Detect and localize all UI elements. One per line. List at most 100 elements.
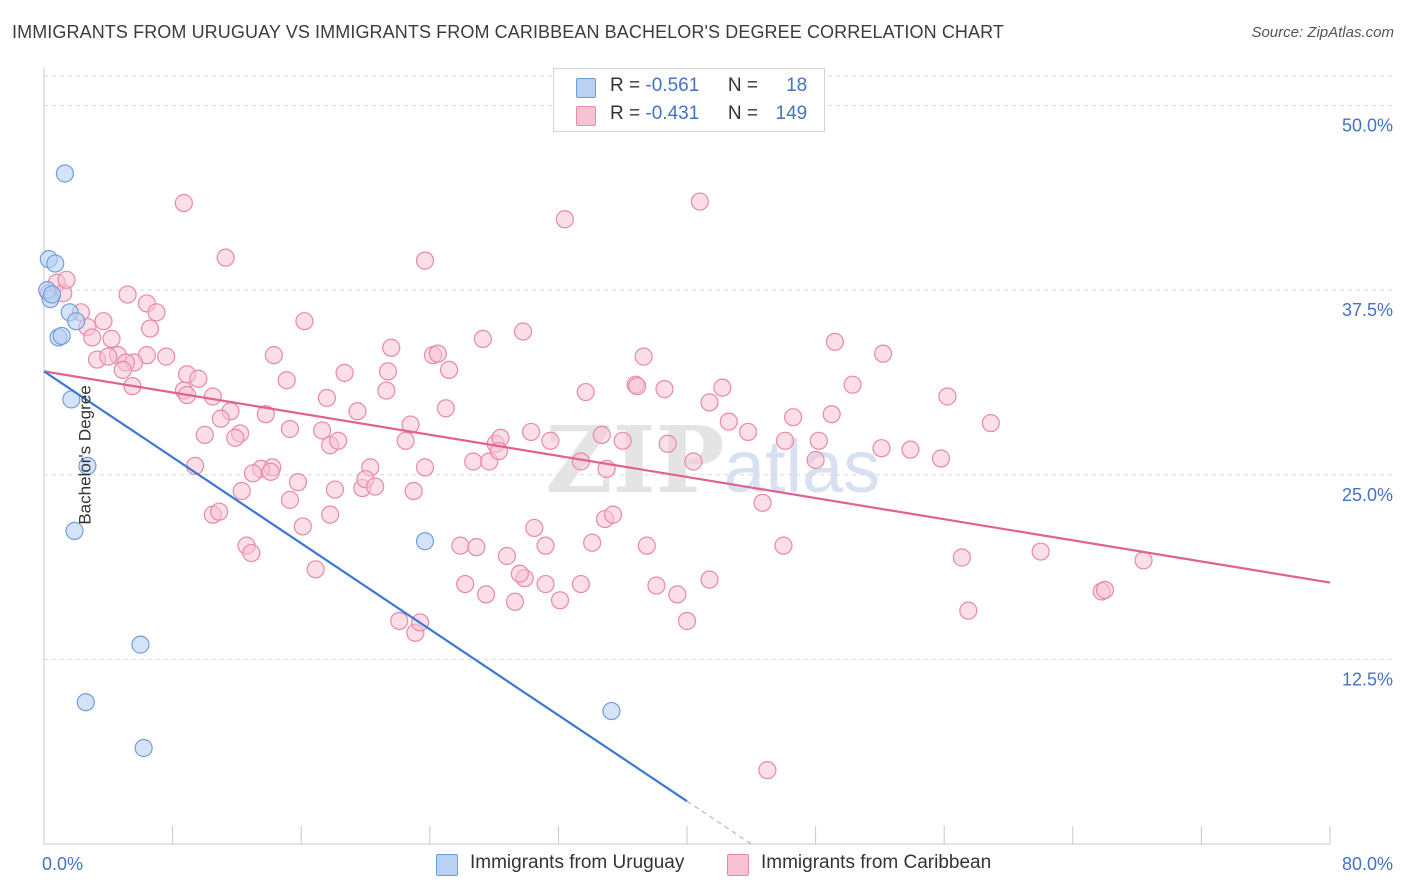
caribbean-points <box>39 192 1153 780</box>
trend-lines <box>43 370 1331 845</box>
caribbean-point <box>505 592 525 611</box>
caribbean-point <box>243 464 263 483</box>
caribbean-point <box>216 248 235 267</box>
caribbean-point <box>147 303 166 322</box>
caribbean-point <box>451 536 470 555</box>
caribbean-point <box>738 422 758 442</box>
uruguay-trend-extension <box>686 800 752 845</box>
caribbean-point <box>809 431 828 450</box>
caribbean-point <box>775 431 795 450</box>
x-tick-label: 80.0% <box>1342 854 1393 874</box>
caribbean-point <box>312 421 332 440</box>
caribbean-point <box>280 419 300 439</box>
uruguay-point <box>131 635 150 654</box>
caribbean-point <box>174 193 193 213</box>
caribbean-point <box>825 332 844 351</box>
uruguay-swatch <box>576 78 596 98</box>
caribbean-point <box>401 415 420 434</box>
caribbean-point <box>210 502 229 521</box>
caribbean-point <box>576 382 595 402</box>
caribbean-point <box>348 402 367 421</box>
caribbean-point <box>658 434 677 453</box>
caribbean-point <box>378 362 398 381</box>
caribbean-point <box>753 493 772 512</box>
caribbean-point <box>288 473 308 492</box>
caribbean-point <box>261 462 280 481</box>
caribbean-point <box>758 761 777 780</box>
caribbean-point <box>456 574 475 594</box>
x-tick-label: 0.0% <box>42 854 83 874</box>
caribbean-point <box>938 387 957 406</box>
caribbean-point <box>719 412 738 431</box>
caribbean-point <box>550 591 570 610</box>
uruguay-point <box>67 312 86 331</box>
caribbean-point <box>634 347 653 366</box>
caribbean-point <box>1031 542 1050 561</box>
caribbean-point <box>513 322 533 341</box>
caribbean-point <box>140 319 160 338</box>
caribbean-point <box>277 371 296 390</box>
caribbean-point <box>874 344 893 363</box>
caribbean-point <box>415 251 435 270</box>
uruguay-point <box>134 738 153 758</box>
caribbean-point <box>280 490 300 509</box>
uruguay-point <box>78 456 97 476</box>
grid-lines <box>44 75 1395 660</box>
n-label: N = <box>727 75 758 96</box>
caribbean-point <box>613 431 632 450</box>
caribbean-point <box>404 481 423 501</box>
caribbean-point <box>655 380 674 399</box>
caribbean-point <box>647 576 666 595</box>
caribbean-point <box>293 517 312 536</box>
uruguay-point <box>55 164 74 183</box>
caribbean-point <box>510 564 529 583</box>
caribbean-point <box>335 363 354 382</box>
uruguay-trend-line <box>43 370 688 803</box>
caribbean-point <box>700 570 719 589</box>
y-tick-labels: 12.5% 25.0% 37.5% 50.0% <box>1342 116 1393 690</box>
uruguay-legend-swatch <box>436 854 458 876</box>
caribbean-point <box>295 312 314 331</box>
caribbean-point <box>684 452 703 471</box>
caribbean-point <box>1095 580 1115 600</box>
caribbean-point <box>436 399 455 418</box>
caribbean-point <box>901 440 920 459</box>
caribbean-point <box>390 611 409 631</box>
caribbean-point <box>256 405 275 424</box>
caribbean-point <box>102 329 121 348</box>
caribbean-point <box>981 413 1000 433</box>
caribbean-legend-label: Immigrants from Caribbean <box>761 852 992 873</box>
caribbean-point <box>157 347 176 366</box>
caribbean-point <box>700 393 719 412</box>
caribbean-point <box>476 585 496 604</box>
y-axis-label: Bachelor's Degree <box>75 385 95 525</box>
caribbean-point <box>571 574 591 594</box>
caribbean-point <box>94 312 113 331</box>
caribbean-swatch <box>576 106 596 126</box>
caribbean-point <box>396 431 415 450</box>
caribbean-point <box>189 369 208 388</box>
caribbean-point <box>439 360 459 380</box>
caribbean-point <box>677 611 697 631</box>
caribbean-point <box>525 518 544 538</box>
caribbean-point <box>211 409 230 428</box>
uruguay-points <box>38 164 621 758</box>
caribbean-point <box>952 548 971 567</box>
caribbean-point <box>473 329 492 348</box>
caribbean-point <box>464 452 483 471</box>
caribbean-point <box>690 192 709 211</box>
stats-legend: R = -0.561 N = 18 R = -0.431 N = 149 <box>553 68 825 132</box>
caribbean-n-value: 149 <box>775 103 808 124</box>
caribbean-point <box>637 536 656 555</box>
caribbean-point <box>428 344 447 363</box>
caribbean-point <box>306 560 325 579</box>
uruguay-point <box>602 701 621 721</box>
n-label: N = <box>727 103 758 124</box>
r-label: R = <box>610 75 641 96</box>
caribbean-point <box>325 480 345 499</box>
x-tick-labels: 0.0% 80.0% <box>42 854 1393 874</box>
caribbean-point <box>317 388 337 408</box>
chart-title: IMMIGRANTS FROM URUGUAY VS IMMIGRANTS FR… <box>12 22 1005 42</box>
caribbean-point <box>1134 551 1153 570</box>
caribbean-point <box>377 381 396 400</box>
